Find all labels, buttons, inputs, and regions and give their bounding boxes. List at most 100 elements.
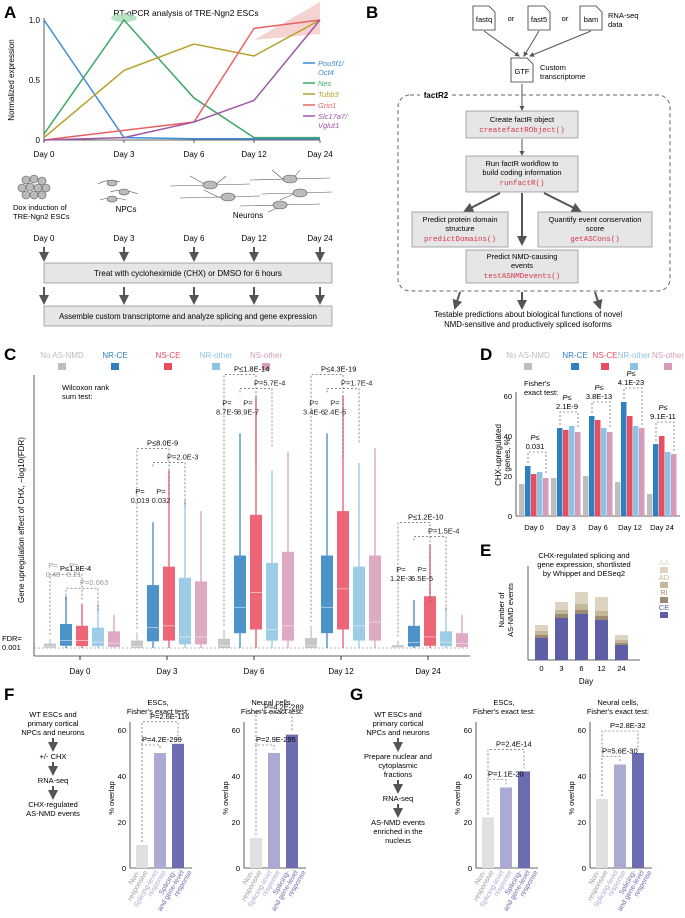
d-legend-label-nso: NS-other: [652, 351, 684, 360]
e-day-label: 6: [579, 664, 583, 673]
c-legend-label-ns: NS-CE: [156, 351, 181, 360]
fg-title-2: Fisher's exact test:: [587, 707, 649, 716]
panelG-flow-text: nucleus: [385, 836, 411, 845]
d-bar-ns: [659, 436, 665, 516]
factr2-label: factR2: [424, 91, 449, 100]
d-legend-label-nro: NR-other: [618, 351, 651, 360]
a-timepoint-label: Day 0: [34, 234, 55, 243]
d-bar-ns: [595, 420, 601, 516]
step4-fn: getASCons(): [570, 236, 620, 244]
c-pvalue-top: P≤1.8E-4: [60, 564, 91, 573]
panel-c-annotations: P≤1.8E-4P=0.063P=0.40P=0.21P≤8.0E-9P=2.0…: [46, 364, 459, 637]
step2-fn: runfactR(): [499, 180, 544, 188]
a-xtick-label: Day 12: [241, 150, 267, 159]
flow-arrow: [543, 192, 582, 212]
c-box-ce: [321, 555, 333, 634]
c-legend-label-nro: NR-other: [200, 351, 233, 360]
step5-text: Predict NMD-causing: [487, 252, 558, 261]
panel-a: A RT-qPCR analysis of TRE-Ngn2 ESCs Norm…: [4, 2, 348, 327]
step3-fn: predictDomains(): [424, 236, 496, 244]
panel-e-legend: AA AD RI CE: [659, 558, 670, 618]
c-day-label: Day 12: [328, 667, 354, 676]
c-box-ns: [424, 596, 436, 646]
c-box-noas: [392, 645, 404, 648]
e-day-label: 3: [559, 664, 563, 673]
c-pvalue-c: P=1.7E-4: [341, 378, 372, 387]
panel-f-chart-neural: Neural cells,Fisher's exact test: 0 20 40 60…: [221, 698, 308, 913]
fg-bracket: [141, 744, 161, 842]
c-pvalue-b: P=: [69, 561, 79, 570]
panel-a-ylabel: Normalized expression: [7, 39, 16, 120]
assemble-text: Assemble custom transcriptome and analyz…: [59, 312, 317, 321]
fg-ylabel: % overlap: [567, 781, 576, 814]
d-legend-label-ns: NS-CE: [593, 351, 618, 360]
a-ytick: 0.5: [29, 76, 41, 85]
legend-label-tubb: Tubb3: [318, 90, 340, 99]
c-bracket: [49, 573, 83, 635]
panel-a-days-2: Day 0 Day 3 Day 6 Day 12 Day 24: [34, 234, 334, 243]
e-legend-swatch-ceE: [660, 612, 668, 618]
e-legend-swatch-ri: [660, 597, 668, 603]
e-bar-aa: [555, 602, 568, 610]
c-legend-swatch-ce: [111, 363, 119, 370]
fdr-label: FDR=: [2, 634, 22, 643]
d-bracket: [655, 421, 675, 451]
a-timepoint-label: Day 12: [241, 234, 267, 243]
c-bracket: [397, 522, 431, 637]
assemble-box: [43, 305, 333, 327]
e-bar-aa: [595, 597, 608, 611]
c-pvalue-a: P=: [48, 561, 58, 570]
fg-ytick: 60: [118, 726, 126, 735]
d-bar-ns: [531, 474, 537, 516]
c-box-nro: [179, 577, 191, 645]
fg-ylabel: % overlap: [221, 781, 230, 814]
d-bar-noas: [519, 484, 525, 516]
esc-cluster-icon: [17, 174, 51, 200]
panel-d-letter: D: [480, 345, 492, 364]
flow-arrow: [529, 30, 592, 57]
d-pvalue: 3.8E-13: [586, 392, 612, 401]
e-legend-label-ri: RI: [660, 588, 668, 597]
fg-ylabel: % overlap: [107, 781, 116, 814]
fg-ytick: 0: [122, 864, 126, 873]
fg-bar: [268, 753, 280, 868]
c-bracket: [239, 388, 273, 448]
legend-label-pou-2: Oct4: [318, 68, 334, 77]
c-pvalue-b: P=: [156, 487, 166, 496]
panelG-flow-text: fractions: [384, 770, 413, 779]
panelG-flow-text: primary cortical: [373, 719, 424, 728]
fg-bracket: [601, 756, 621, 796]
panel-g-chart-escs: ESCs,Fisher's exact test: 0 20 40 60 % overla…: [453, 698, 540, 913]
flow-arrow: [592, 291, 603, 310]
c-pvalue-c: P=0.063: [80, 578, 108, 587]
d-bar-ce: [525, 466, 531, 516]
d-legend-swatch-nro: [630, 363, 638, 370]
panelF-flow-text: CHX-regulated: [28, 800, 78, 809]
fg-title: ESCs,: [493, 698, 514, 707]
c-box-nso: [369, 555, 381, 641]
legend-label-slc-2: Vglut1: [318, 121, 339, 130]
fg-bar: [596, 799, 608, 868]
c-box-ce: [234, 555, 246, 634]
c-box-noas: [218, 638, 230, 648]
c-box-noas: [131, 640, 143, 648]
c-box-nro: [92, 627, 104, 647]
series-line-tubb: [43, 19, 321, 139]
c-box-nso: [456, 633, 468, 647]
fg-bracket: [487, 749, 525, 780]
c-pvalue-a2: 0.019: [131, 496, 150, 505]
panel-a-lines: [43, 18, 321, 141]
c-box-ce: [408, 625, 420, 647]
c-box-ns: [337, 511, 349, 630]
panel-a-title: RT-qPCR analysis of TRE-Ngn2 ESCs: [113, 8, 258, 18]
fg-pvalue-2: P=2.8E-32: [610, 721, 646, 730]
d-bar-nro: [601, 428, 607, 516]
step5-text-2: events: [511, 261, 533, 270]
fdr-label-2: 0.001: [2, 643, 21, 652]
dox-label-2: TRE-Ngn2 ESCs: [13, 212, 70, 221]
c-bracket: [152, 462, 186, 508]
d-bar-nro: [665, 452, 671, 516]
